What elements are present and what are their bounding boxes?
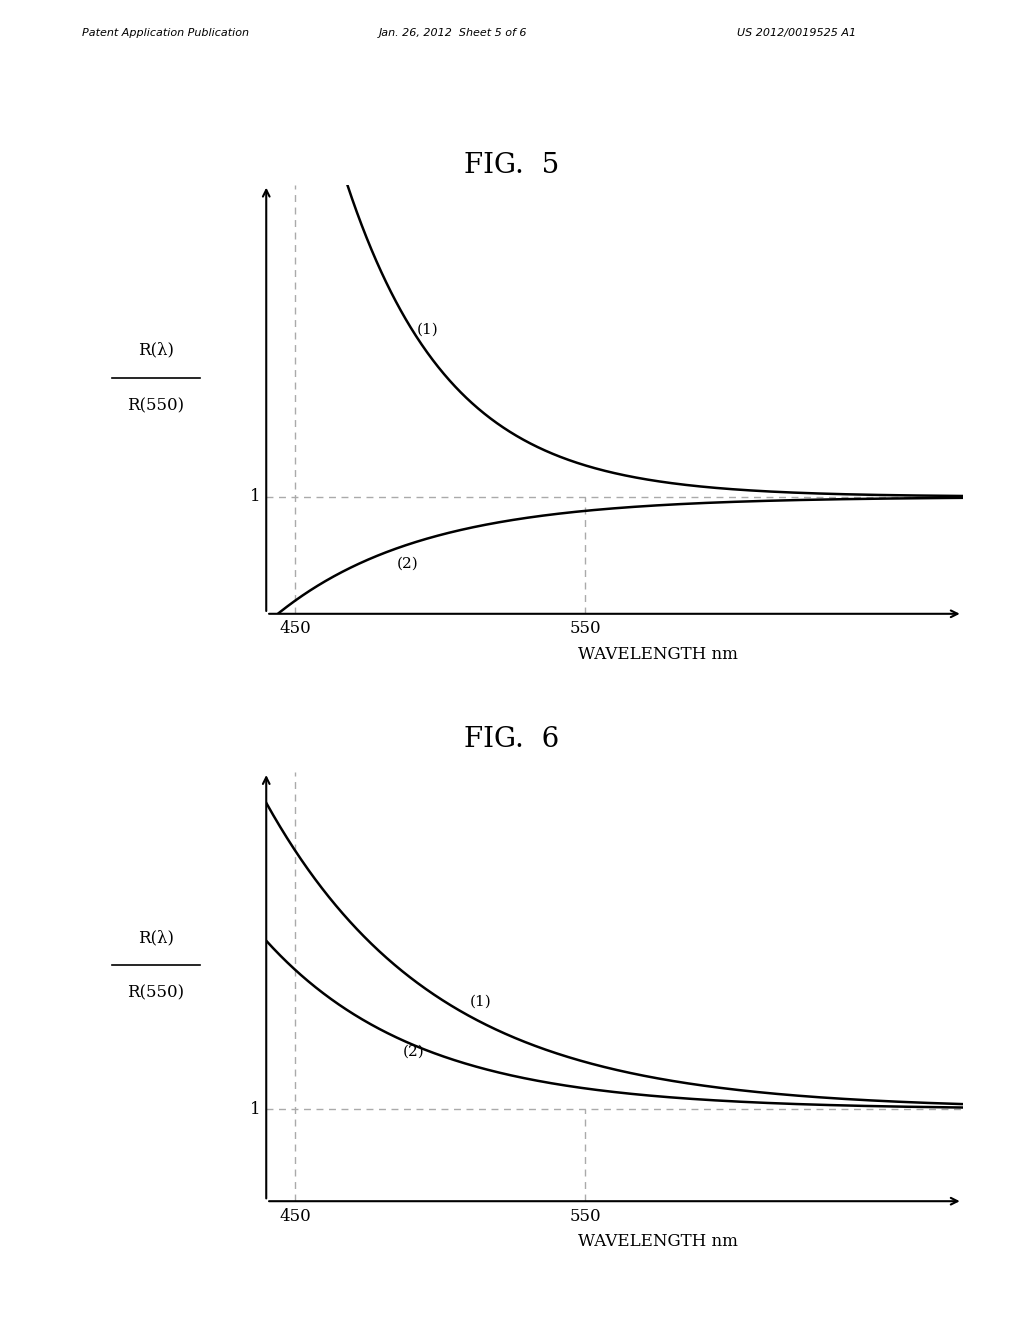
Text: (2): (2) xyxy=(402,1044,424,1059)
Text: 1: 1 xyxy=(250,488,260,506)
Text: 450: 450 xyxy=(280,1208,311,1225)
Text: 550: 550 xyxy=(569,620,601,638)
Text: 1: 1 xyxy=(250,1101,260,1118)
Text: (1): (1) xyxy=(417,322,439,337)
Text: R(λ): R(λ) xyxy=(138,929,174,946)
Text: (1): (1) xyxy=(469,995,492,1008)
Text: US 2012/0019525 A1: US 2012/0019525 A1 xyxy=(737,28,856,38)
Text: FIG.  5: FIG. 5 xyxy=(464,152,560,178)
Text: R(550): R(550) xyxy=(127,397,184,414)
Text: WAVELENGTH nm: WAVELENGTH nm xyxy=(578,645,738,663)
Text: R(λ): R(λ) xyxy=(138,342,174,359)
Text: 450: 450 xyxy=(280,620,311,638)
Text: R(550): R(550) xyxy=(127,985,184,1002)
Text: Jan. 26, 2012  Sheet 5 of 6: Jan. 26, 2012 Sheet 5 of 6 xyxy=(379,28,527,38)
Text: 550: 550 xyxy=(569,1208,601,1225)
Text: (2): (2) xyxy=(396,557,419,570)
Text: Patent Application Publication: Patent Application Publication xyxy=(82,28,249,38)
Text: FIG.  6: FIG. 6 xyxy=(464,726,560,752)
Text: WAVELENGTH nm: WAVELENGTH nm xyxy=(578,1233,738,1250)
